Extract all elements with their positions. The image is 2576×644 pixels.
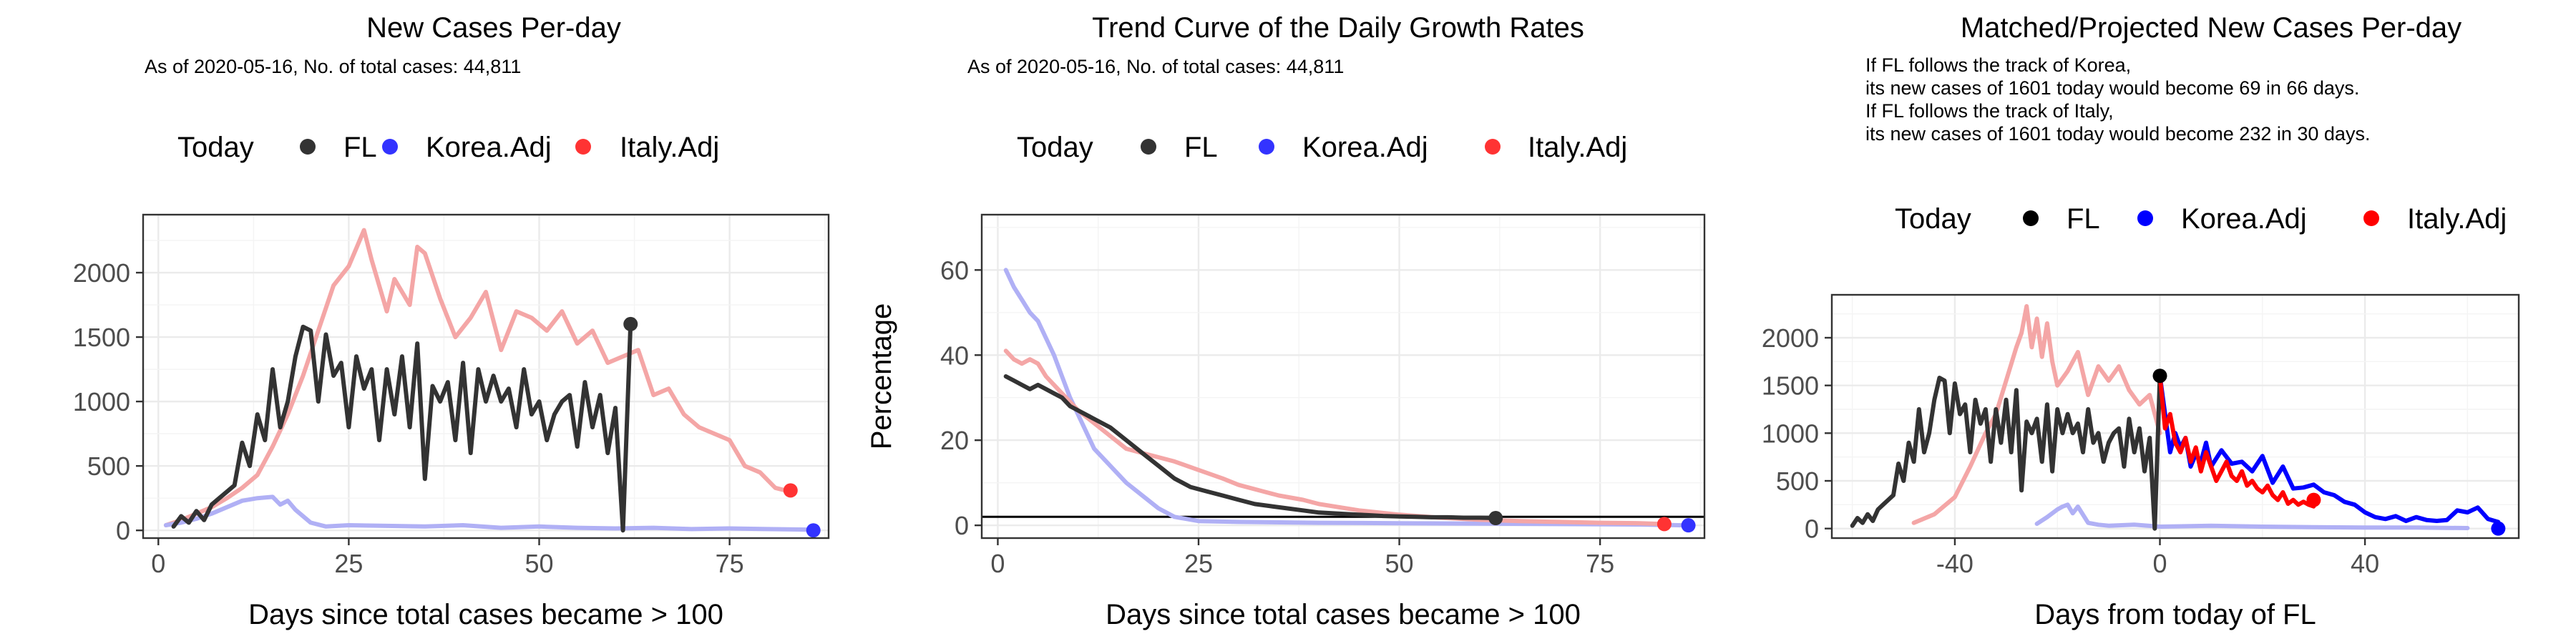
y-tick-label: 20 xyxy=(940,426,969,455)
y-tick-label: 0 xyxy=(955,511,969,540)
chart-panel-1: New Cases Per-day As of 2020-05-16, No. o… xyxy=(73,12,830,630)
today-point-korea-adj xyxy=(1681,518,1696,533)
plot-area xyxy=(1850,304,2501,531)
today-point-korea-adj xyxy=(806,523,821,538)
legend-label: FL xyxy=(2067,203,2100,235)
legend-key-fl xyxy=(2023,210,2039,226)
x-tick-label: 40 xyxy=(2351,549,2379,578)
legend-key-italy-adj xyxy=(2363,210,2379,226)
plot-area xyxy=(982,268,1704,528)
y-tick-label: 0 xyxy=(116,516,130,545)
series-line-italy-adj xyxy=(1003,348,1667,527)
today-point-italy-adj xyxy=(783,483,798,498)
chart-subtitle: As of 2020-05-16, No. of total cases: 44… xyxy=(967,56,1344,77)
legend-label: FL xyxy=(343,132,377,163)
legend-title: Today xyxy=(177,132,254,163)
x-tick-label: 25 xyxy=(1184,549,1213,578)
series-line-fl xyxy=(171,321,633,533)
chart-subtitle-line: If FL follows the track of Italy, xyxy=(1865,100,2114,122)
grid xyxy=(982,215,1704,538)
chart-subtitle-line: If FL follows the track of Korea, xyxy=(1865,54,2131,76)
x-axis-label: Days since total cases became > 100 xyxy=(1106,599,1581,630)
today-point-italy-adj xyxy=(1657,517,1672,532)
y-tick-label: 1000 xyxy=(73,387,130,416)
legend-key-fl xyxy=(300,139,316,155)
x-axis-label: Days since total cases became > 100 xyxy=(248,599,723,630)
today-point-fl xyxy=(2152,369,2167,384)
series-line-italy-adj-projected xyxy=(2157,374,2316,509)
y-axis-label: Percentage xyxy=(866,303,897,450)
plot-border xyxy=(1830,293,2520,540)
chart-subtitle-line: its new cases of 1601 today would become… xyxy=(1865,123,2370,145)
y-tick-label: 40 xyxy=(940,341,969,370)
legend-title: Today xyxy=(1017,132,1093,163)
series-line-fl xyxy=(1003,374,1498,520)
chart-panel-2: Trend Curve of the Daily Growth Rates As … xyxy=(866,12,1706,630)
grid xyxy=(1832,295,2519,538)
series-line-fl xyxy=(1850,374,2162,531)
legend: Today FL Korea.Adj Italy.Adj xyxy=(177,132,719,163)
plot-area xyxy=(163,228,816,533)
x-tick-label: 0 xyxy=(151,549,165,578)
x-tick-label: 0 xyxy=(990,549,1005,578)
legend-label: FL xyxy=(1184,132,1218,163)
x-tick-label: 0 xyxy=(2152,549,2167,578)
x-tick-label: -40 xyxy=(1936,549,1974,578)
legend-label: Italy.Adj xyxy=(1528,132,1627,163)
chart-title: New Cases Per-day xyxy=(366,12,621,44)
legend-label: Italy.Adj xyxy=(2407,203,2507,235)
legend-key-italy-adj xyxy=(575,139,591,155)
series-line-italy-adj xyxy=(163,228,793,527)
legend-label: Italy.Adj xyxy=(620,132,719,163)
legend: Today FL Korea.Adj Italy.Adj xyxy=(1017,132,1627,163)
chart-subtitle-line: its new cases of 1601 today would become… xyxy=(1865,77,2359,99)
y-tick-label: 1500 xyxy=(1762,371,1819,401)
today-point-fl xyxy=(623,316,638,331)
x-tick-label: 50 xyxy=(1385,549,1414,578)
legend-label: Korea.Adj xyxy=(2181,203,2307,235)
chart-title: Matched/Projected New Cases Per-day xyxy=(1961,12,2462,44)
legend-label: Korea.Adj xyxy=(1302,132,1428,163)
y-tick-label: 0 xyxy=(1805,514,1819,544)
series-line-korea-adj xyxy=(163,494,816,532)
plot-border xyxy=(142,213,830,540)
plot-border xyxy=(980,213,1706,540)
today-point-fl xyxy=(1488,511,1503,526)
legend-key-korea-adj xyxy=(1259,139,1274,155)
chart-subtitle: As of 2020-05-16, No. of total cases: 44… xyxy=(145,56,521,77)
y-tick-label: 2000 xyxy=(1762,323,1819,353)
chart-panel-3: Matched/Projected New Cases Per-day If FL… xyxy=(1762,12,2520,630)
legend-key-fl xyxy=(1141,139,1156,155)
x-tick-label: 75 xyxy=(1586,549,1614,578)
grid xyxy=(143,215,829,538)
legend-title: Today xyxy=(1895,203,1971,235)
series-line-korea-adj-history xyxy=(2034,502,2470,530)
legend: Today FL Korea.Adj Italy.Adj xyxy=(1895,203,2507,235)
x-tick-label: 50 xyxy=(525,549,553,578)
x-tick-label: 75 xyxy=(716,549,744,578)
x-axis-label: Days from today of FL xyxy=(2034,599,2316,630)
chart-title: Trend Curve of the Daily Growth Rates xyxy=(1092,12,1584,44)
legend-label: Korea.Adj xyxy=(426,132,552,163)
legend-key-korea-adj xyxy=(2137,210,2153,226)
y-tick-label: 1500 xyxy=(73,323,130,352)
y-tick-label: 60 xyxy=(940,255,969,285)
today-point-italy-adj xyxy=(2306,492,2321,507)
series-line-korea-adj xyxy=(1003,268,1691,528)
y-tick-label: 1000 xyxy=(1762,419,1819,448)
today-point-korea-adj xyxy=(2491,521,2506,536)
x-tick-label: 25 xyxy=(334,549,363,578)
legend-key-italy-adj xyxy=(1485,139,1501,155)
series-line-korea-adj-projected xyxy=(2157,374,2501,525)
y-tick-label: 500 xyxy=(87,452,130,481)
legend-key-korea-adj xyxy=(382,139,398,155)
y-tick-label: 2000 xyxy=(73,258,130,288)
y-tick-label: 500 xyxy=(1776,467,1819,496)
